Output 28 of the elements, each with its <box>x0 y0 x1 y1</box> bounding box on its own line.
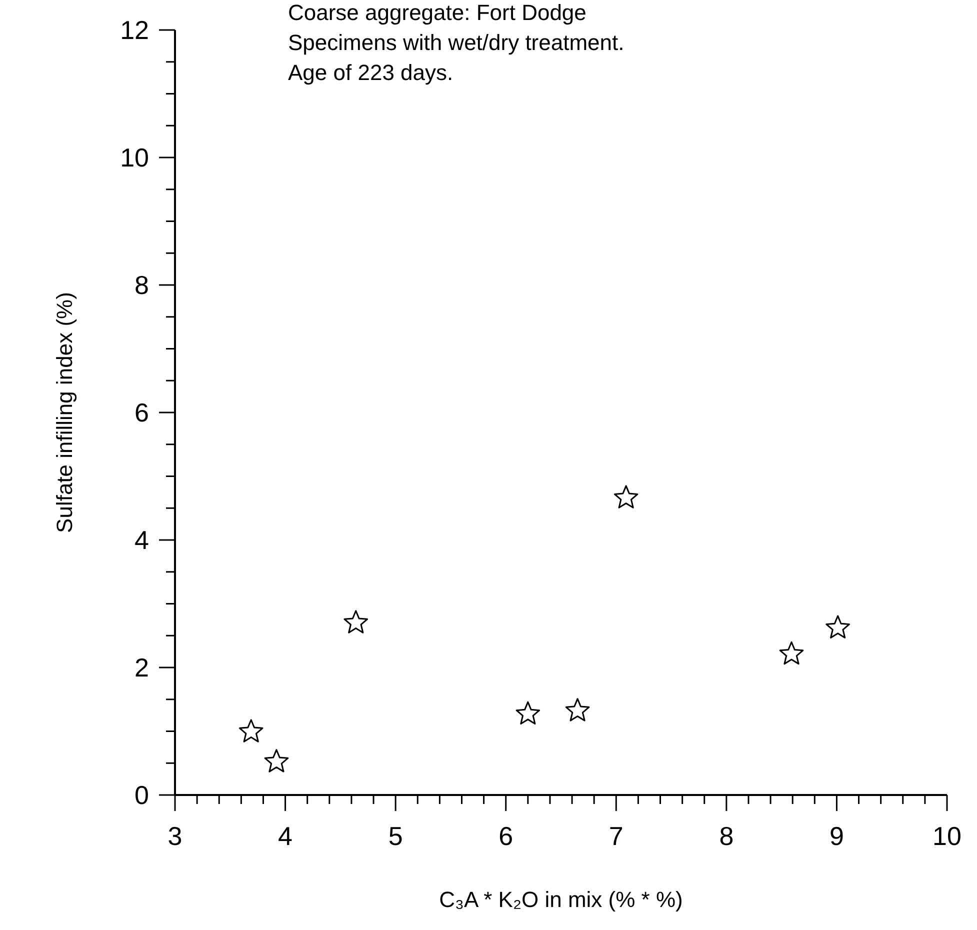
x-tick-label: 3 <box>168 821 182 851</box>
y-tick-label: 8 <box>134 270 149 300</box>
x-tick-label: 7 <box>608 821 624 851</box>
x-tick-label: 5 <box>388 821 403 851</box>
y-tick-label: 2 <box>134 652 149 682</box>
y-tick-label: 10 <box>120 142 149 172</box>
x-tick-label: 4 <box>278 821 293 851</box>
y-tick-label: 12 <box>120 15 149 45</box>
point <box>826 615 850 638</box>
point <box>238 719 264 742</box>
point <box>344 610 368 634</box>
point <box>516 701 540 724</box>
annotation: Specimens with wet/dry treatment. <box>288 30 624 55</box>
x-axis-title: C₃A * K₂O in mix (% * %) <box>439 887 683 912</box>
y-axis-title: Sulfate infilling index (%) <box>52 292 77 533</box>
y-tick-label: 6 <box>134 398 149 428</box>
text: Coarse aggregate: Fort Dodge <box>288 0 586 25</box>
annotation: Age of 223 days. <box>288 60 454 85</box>
x-tick-label: 9 <box>829 821 844 851</box>
x-tick-label: 10 <box>932 821 962 851</box>
y-tick-label: 0 <box>134 780 149 810</box>
point <box>779 641 804 665</box>
x-tick-label: 8 <box>719 821 734 851</box>
point <box>614 485 638 508</box>
x-tick-label: 6 <box>498 821 514 851</box>
point <box>264 749 289 772</box>
y-tick-label: 4 <box>134 525 149 555</box>
point <box>565 698 590 722</box>
